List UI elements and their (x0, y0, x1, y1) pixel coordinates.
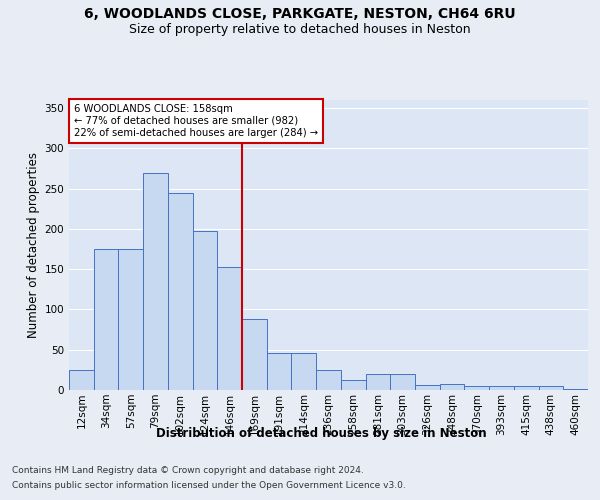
Bar (514, 386, 539, 390)
Bar (539, 386, 563, 390)
Bar (341, 380, 365, 390)
Bar (365, 374, 390, 390)
Bar (168, 192, 193, 390)
Bar (316, 370, 341, 390)
Text: Contains public sector information licensed under the Open Government Licence v3: Contains public sector information licen… (12, 481, 406, 490)
Text: Size of property relative to detached houses in Neston: Size of property relative to detached ho… (129, 22, 471, 36)
Bar (563, 389, 588, 390)
Bar (118, 249, 143, 390)
Bar (489, 386, 514, 390)
Bar (69, 370, 94, 390)
Bar (94, 249, 118, 390)
Bar (217, 267, 242, 390)
Text: Contains HM Land Registry data © Crown copyright and database right 2024.: Contains HM Land Registry data © Crown c… (12, 466, 364, 475)
Bar (193, 230, 217, 390)
Bar (390, 374, 415, 390)
Bar (292, 353, 316, 390)
Bar (267, 353, 292, 390)
Bar (464, 386, 489, 390)
Bar (242, 319, 267, 390)
Bar (440, 384, 464, 390)
Text: Distribution of detached houses by size in Neston: Distribution of detached houses by size … (155, 428, 487, 440)
Text: 6 WOODLANDS CLOSE: 158sqm
← 77% of detached houses are smaller (982)
22% of semi: 6 WOODLANDS CLOSE: 158sqm ← 77% of detac… (74, 104, 319, 138)
Text: 6, WOODLANDS CLOSE, PARKGATE, NESTON, CH64 6RU: 6, WOODLANDS CLOSE, PARKGATE, NESTON, CH… (84, 8, 516, 22)
Y-axis label: Number of detached properties: Number of detached properties (27, 152, 40, 338)
Bar (143, 172, 168, 390)
Bar (415, 385, 440, 390)
